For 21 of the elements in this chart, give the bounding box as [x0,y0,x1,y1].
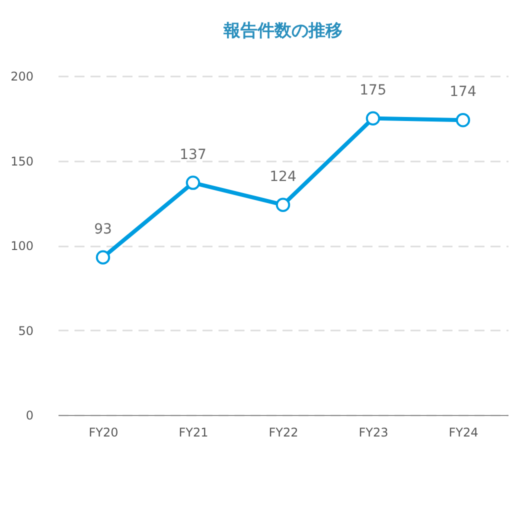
data-label: 93 [94,221,112,238]
y-tick-label: 200 [10,70,34,84]
data-label: 137 [180,146,206,163]
x-tick-label: FY24 [448,426,478,440]
data-label: 175 [360,82,386,98]
x-tick-label: FY21 [178,426,208,440]
point [456,112,470,128]
data-label: 124 [270,168,296,185]
x-tick-label: FY23 [358,426,388,440]
point [366,111,380,126]
point [96,250,110,264]
point [186,176,200,190]
y-tick-label: 150 [10,154,34,168]
y-tick-label: 100 [10,239,34,253]
data-label: 174 [450,84,476,100]
point [276,198,290,212]
y-tick-label: 50 [18,324,34,338]
chart-title: 報告件数の推移 [222,21,342,41]
x-tick-label: FY20 [88,426,118,440]
y-tick-label: 0 [26,408,34,422]
x-tick-label: FY22 [268,426,298,440]
